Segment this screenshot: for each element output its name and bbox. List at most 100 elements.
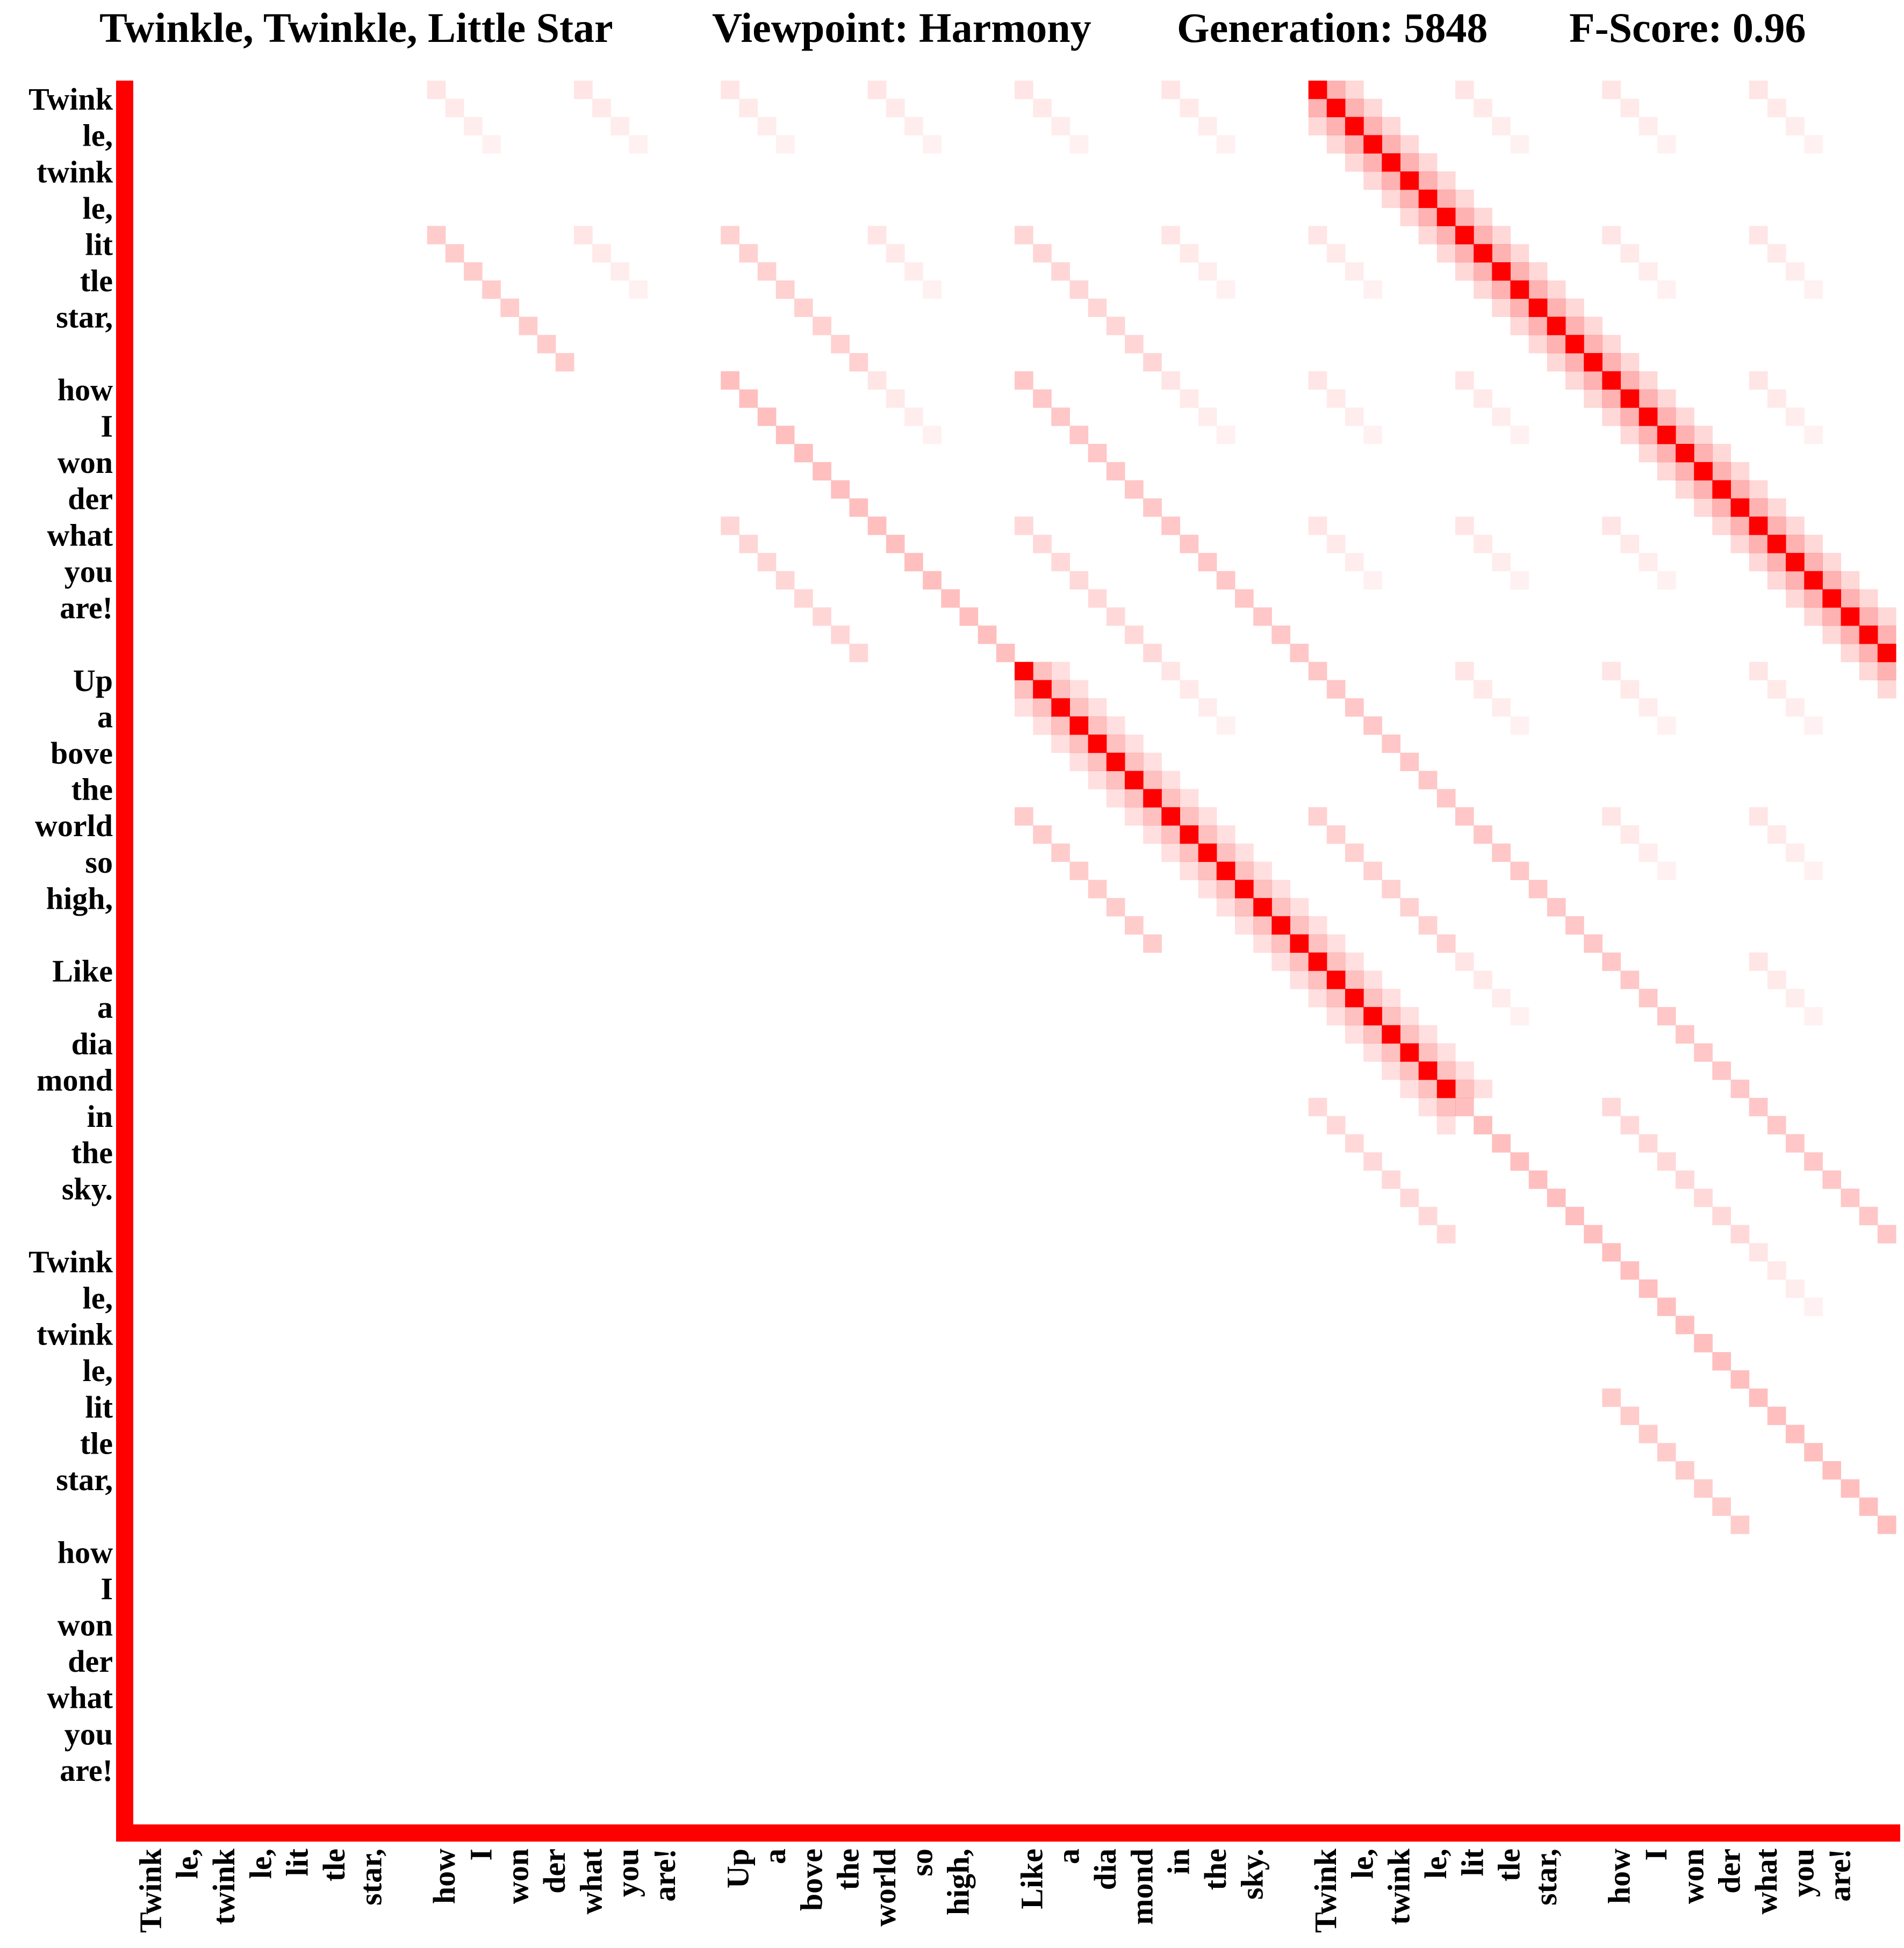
heatmap-cell — [996, 643, 1015, 663]
heatmap-cell — [1308, 662, 1327, 680]
heatmap-cell — [1015, 680, 1033, 699]
heatmap-cell — [1657, 571, 1676, 590]
heatmap-cell — [1584, 317, 1603, 335]
heatmap-cell — [1418, 1025, 1438, 1044]
heatmap-cell — [1657, 1007, 1676, 1026]
heatmap-cell — [1767, 1406, 1786, 1425]
heatmap-cell — [1326, 389, 1346, 408]
heatmap-cell — [1676, 1170, 1694, 1189]
heatmap-cell — [1694, 498, 1713, 517]
heatmap-cell — [1198, 861, 1217, 880]
heatmap-cell — [1290, 934, 1309, 953]
heatmap-cell — [1510, 426, 1529, 444]
heatmap-cell — [1033, 716, 1052, 735]
x-tick-label: I — [463, 1849, 498, 1861]
x-tick-label: you — [610, 1849, 645, 1897]
heatmap-cell — [757, 117, 777, 135]
heatmap-cell — [1308, 934, 1327, 953]
heatmap-cell — [1106, 462, 1125, 481]
heatmap-cell — [1400, 1061, 1419, 1080]
x-tick-label: dia — [1088, 1849, 1123, 1890]
y-tick-label: Twink — [28, 1244, 113, 1279]
heatmap-cell — [1015, 226, 1033, 245]
heatmap-cell — [1657, 1443, 1676, 1462]
heatmap-cell — [1198, 698, 1217, 717]
heatmap-cell — [1877, 626, 1896, 644]
heatmap-cell — [1069, 571, 1089, 590]
heatmap-cell — [1143, 934, 1162, 953]
heatmap-cell — [1271, 626, 1290, 644]
x-tick-label: le, — [1345, 1849, 1379, 1879]
y-tick-label: star, — [56, 300, 113, 335]
y-tick-label: twink — [37, 154, 113, 189]
heatmap-cell — [1767, 680, 1786, 699]
heatmap-cell — [1345, 1007, 1364, 1026]
heatmap-cell — [1051, 716, 1070, 735]
heatmap-cell — [1363, 571, 1382, 590]
y-tick-label: high, — [46, 881, 113, 916]
heatmap-cell — [1363, 1007, 1382, 1026]
heatmap-cell — [1106, 789, 1125, 808]
heatmap-cell — [1712, 1352, 1731, 1371]
heatmap-cell — [1345, 1134, 1364, 1153]
x-tick-label: star, — [353, 1849, 388, 1906]
heatmap-cell — [1051, 843, 1070, 862]
heatmap-cell — [1400, 189, 1419, 209]
heatmap-cell — [445, 244, 464, 263]
heatmap-cell — [1161, 789, 1180, 808]
heatmap-cell — [1088, 444, 1107, 463]
heatmap-cell — [1510, 135, 1529, 154]
heatmap-cell — [867, 226, 887, 245]
heatmap-cell — [1326, 117, 1346, 135]
heatmap-cell — [739, 535, 758, 554]
y-tick-label: dia — [71, 1026, 113, 1061]
x-tick-label: so — [904, 1849, 939, 1877]
heatmap-cell — [1528, 335, 1548, 354]
x-tick-label: le, — [243, 1849, 278, 1879]
x-tick-label: in — [1161, 1849, 1196, 1874]
heatmap-cell — [923, 426, 942, 444]
heatmap-cell — [1639, 117, 1658, 135]
heatmap-cell — [1455, 1080, 1474, 1098]
heatmap-cell — [464, 117, 483, 135]
heatmap-cell — [1455, 189, 1474, 209]
heatmap-cell — [1143, 643, 1162, 663]
y-tick-label: what — [47, 517, 113, 552]
heatmap-cell — [1474, 971, 1492, 989]
heatmap-cell — [904, 262, 923, 281]
heatmap-cell — [1106, 752, 1125, 771]
heatmap-cell — [1253, 934, 1272, 953]
heatmap-cell — [1730, 516, 1750, 535]
heatmap-cell — [1382, 135, 1400, 154]
heatmap-cell — [1474, 389, 1492, 408]
heatmap-cell — [1804, 552, 1823, 572]
heatmap-cell — [1125, 734, 1144, 753]
heatmap-cell — [1474, 680, 1492, 699]
heatmap-cell — [813, 462, 831, 481]
heatmap-cell — [1730, 1515, 1750, 1534]
heatmap-cell — [1492, 698, 1511, 717]
x-tick-label: the — [831, 1849, 866, 1890]
heatmap-cell — [1015, 516, 1033, 535]
heatmap-cell — [1657, 462, 1676, 481]
x-tick-label: a — [757, 1849, 792, 1864]
heatmap-cell — [1216, 280, 1235, 299]
heatmap-cell — [1180, 244, 1199, 263]
heatmap-cell — [1786, 843, 1805, 862]
heatmap-cell — [1822, 1170, 1841, 1189]
heatmap-cell — [1565, 1206, 1584, 1225]
heatmap-cell — [1565, 916, 1584, 935]
heatmap-cell — [1400, 135, 1419, 154]
heatmap-cell — [1822, 552, 1841, 572]
heatmap-cell — [1363, 98, 1382, 118]
heatmap-cell — [1271, 952, 1290, 971]
heatmap-cell — [1455, 662, 1474, 680]
heatmap-cell — [1804, 135, 1823, 154]
heatmap-cell — [1620, 535, 1640, 554]
x-tick-label: you — [1785, 1849, 1820, 1897]
heatmap-cell — [1418, 916, 1438, 935]
y-axis-bar — [116, 81, 133, 1841]
heatmap-cell — [1676, 480, 1694, 499]
heatmap-cell — [1235, 589, 1254, 608]
